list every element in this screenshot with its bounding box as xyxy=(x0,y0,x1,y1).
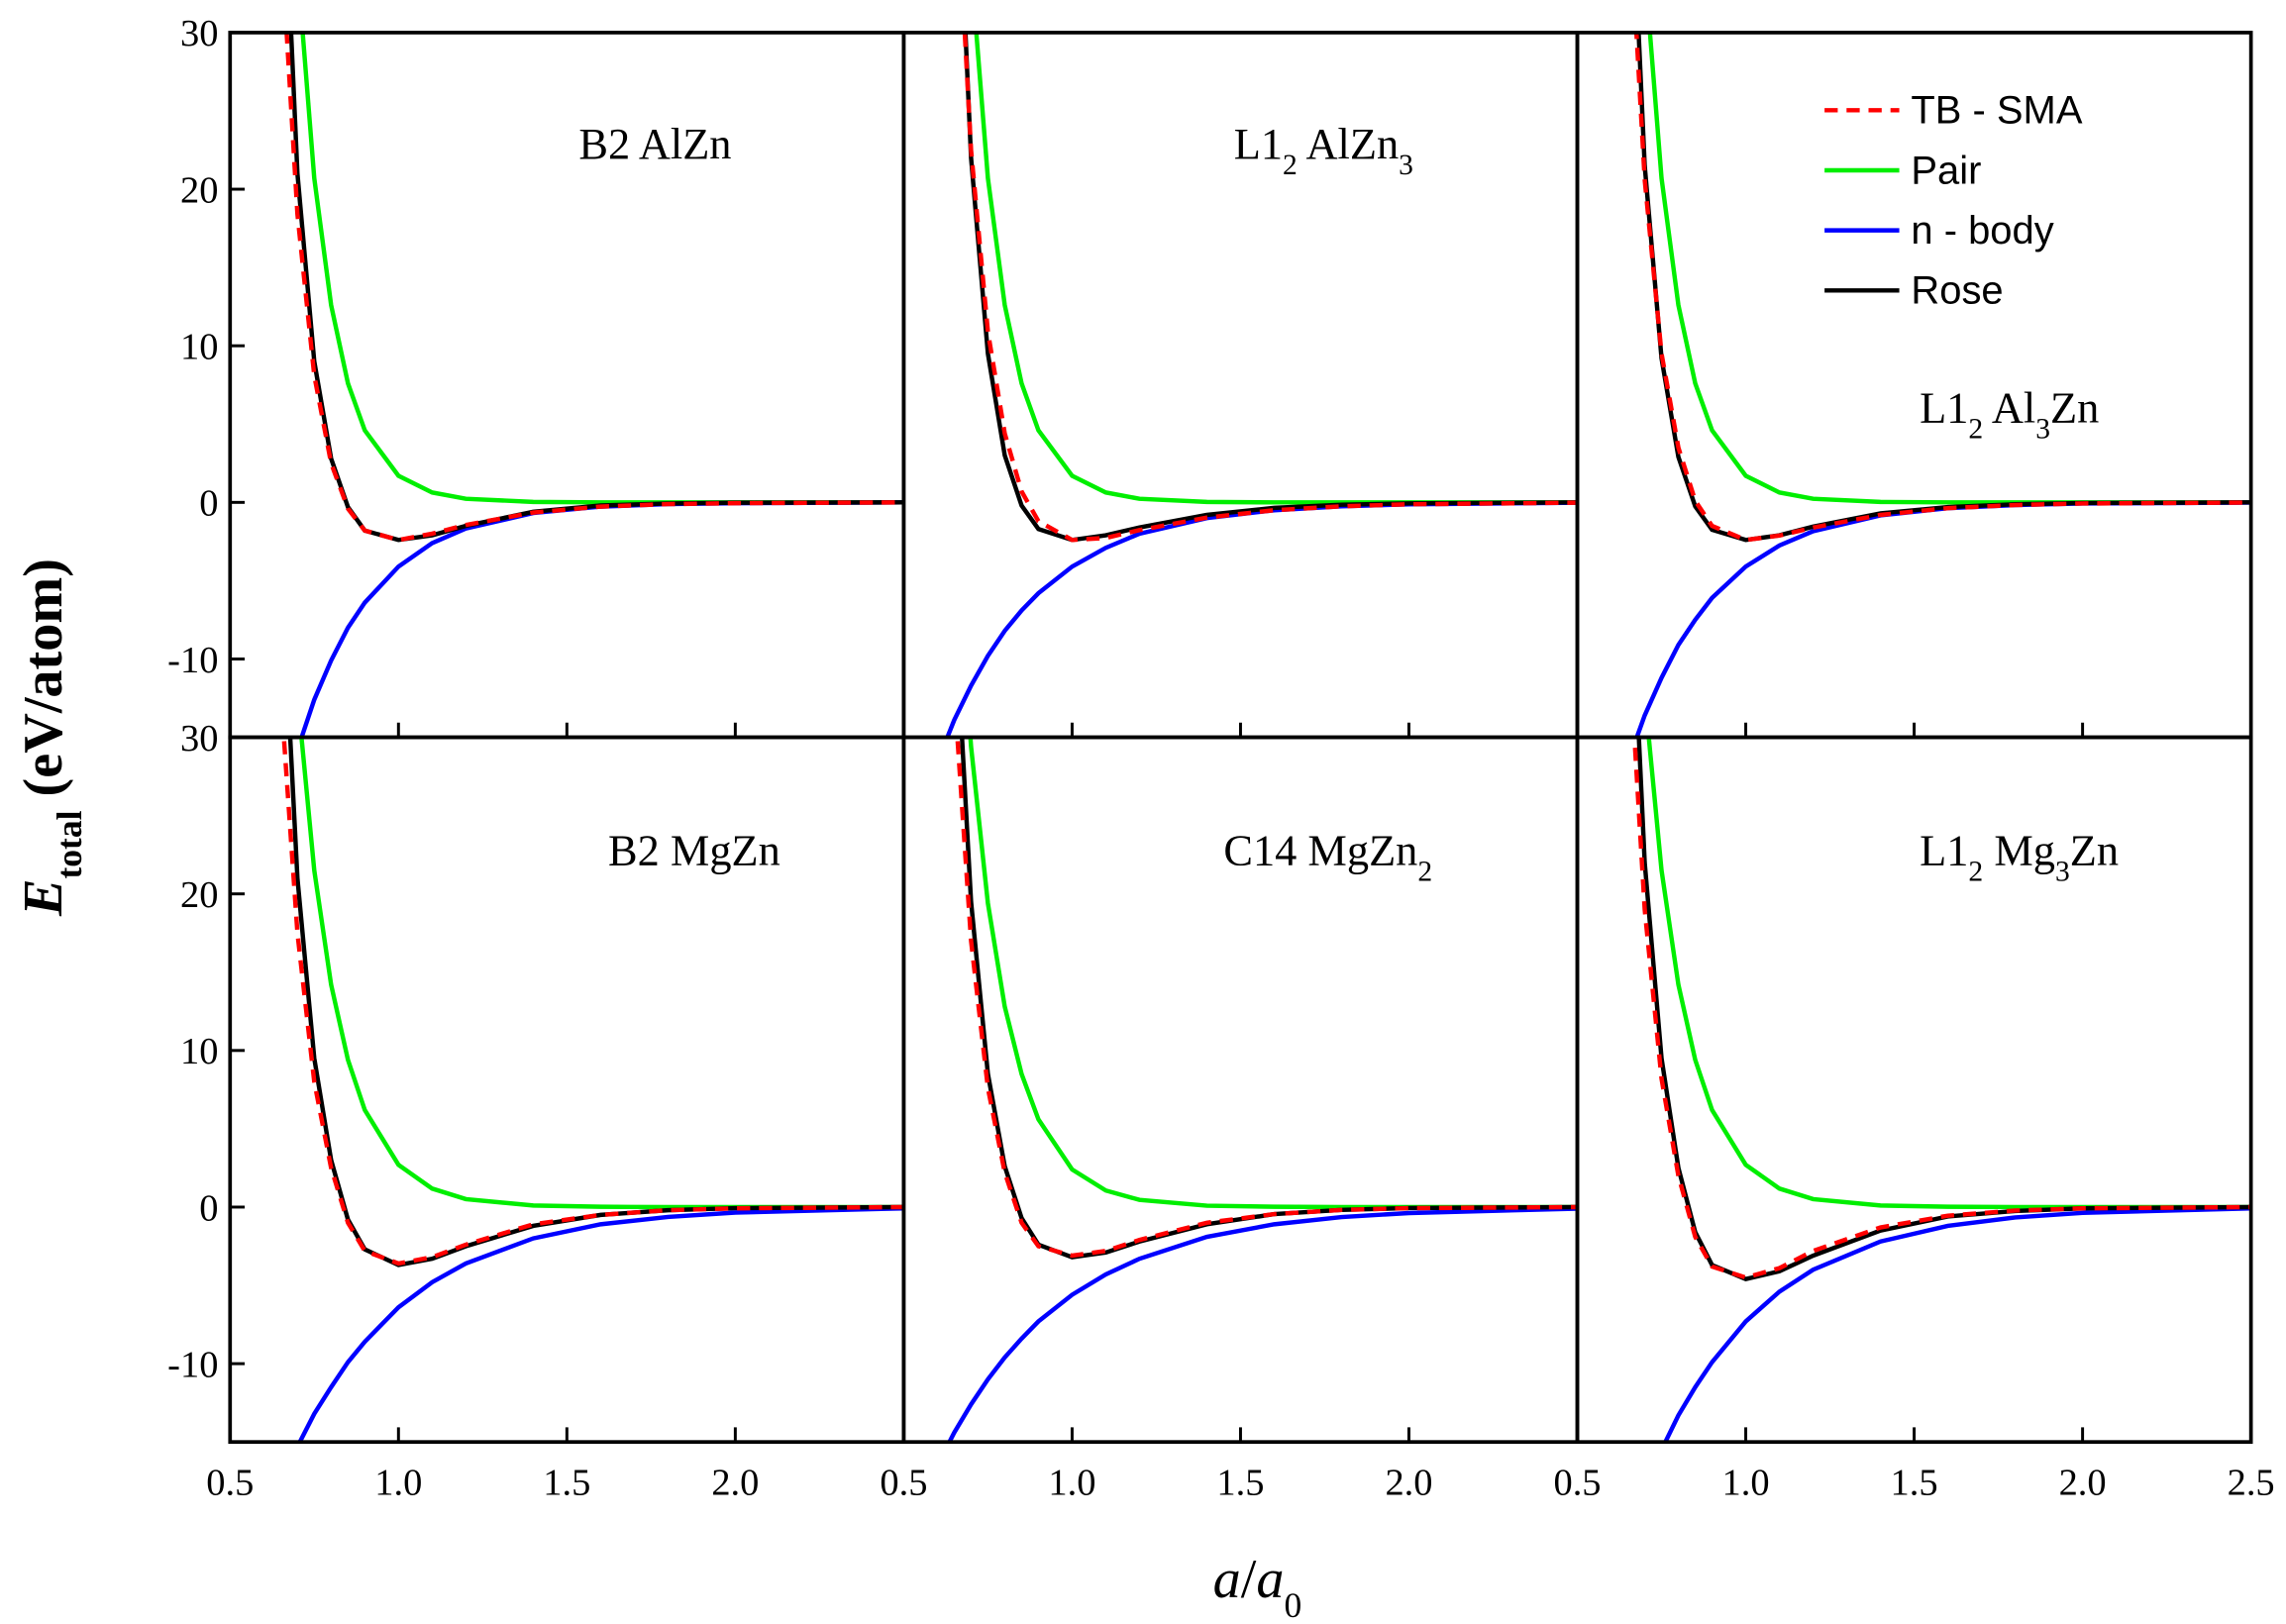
x-tick-label: 1.0 xyxy=(1722,1462,1770,1503)
y-tick-label: -10 xyxy=(167,1344,218,1385)
series-line xyxy=(1634,500,2251,738)
series-line xyxy=(288,32,904,543)
panel-title: C14 MgZn2 xyxy=(1223,825,1432,887)
panel-frame xyxy=(228,735,906,1445)
x-tick-label: 2.0 xyxy=(1385,1462,1432,1503)
text-segment: total xyxy=(50,810,89,878)
series-line xyxy=(955,737,1578,1259)
legend-label: n - body xyxy=(1911,209,2053,253)
x-tick-label: 1.0 xyxy=(1048,1462,1095,1503)
series-line xyxy=(299,737,904,1210)
x-tick-label: 1.0 xyxy=(374,1462,422,1503)
text-segment: 2 xyxy=(1417,856,1432,887)
text-segment: a xyxy=(1213,1549,1241,1610)
y-tick-label: 20 xyxy=(180,874,218,916)
y-tick-label: 20 xyxy=(180,169,218,211)
panel-title: B2 MgZn xyxy=(608,825,780,874)
y-tick-label: -10 xyxy=(167,640,218,681)
text-segment: C14 MgZn xyxy=(1223,825,1417,874)
x-tick-label: 2.0 xyxy=(2059,1462,2107,1503)
y-tick-label: 0 xyxy=(199,483,218,525)
y-tick-label: 30 xyxy=(180,13,218,54)
series-line xyxy=(284,32,904,543)
series-line xyxy=(297,1206,904,1443)
text-segment: 3 xyxy=(2055,856,2070,887)
series-line xyxy=(1631,737,2251,1280)
panel: L12 Al3Zn TB - SMA Pair n - body Rose xyxy=(1575,31,2253,740)
text-segment: 2 xyxy=(1283,150,1298,181)
text-segment: a xyxy=(1256,1549,1284,1610)
x-tick-label: 1.5 xyxy=(1891,1462,1938,1503)
x-tick-label: 0.5 xyxy=(880,1462,927,1503)
text-segment: B2 AlZn xyxy=(578,119,731,168)
x-tick-label: 1.5 xyxy=(1216,1462,1264,1503)
series-line xyxy=(945,500,1578,738)
y-tick-label: 10 xyxy=(180,327,218,368)
text-segment: 3 xyxy=(2035,413,2050,445)
series-line xyxy=(287,737,904,1268)
text-segment: 2 xyxy=(1968,413,1983,445)
x-axis-title: a/a0 xyxy=(1213,1549,1302,1624)
panel-title: L12 Al3Zn xyxy=(1920,382,2099,445)
text-segment: Zn xyxy=(2070,825,2119,874)
text-segment: (eV/atom) xyxy=(13,558,74,810)
panel: 0.5 1.0 1.5 2.0 C14 MgZn2 xyxy=(880,735,1580,1503)
text-segment: B2 MgZn xyxy=(608,825,780,874)
text-segment: L1 xyxy=(1920,825,1968,874)
series-line xyxy=(300,32,904,505)
series-line xyxy=(281,737,904,1267)
series-line xyxy=(1646,737,2251,1210)
panel-frame xyxy=(1575,735,2253,1445)
legend-label: Pair xyxy=(1911,149,1981,192)
x-tick-label: 0.5 xyxy=(1553,1462,1601,1503)
panel-title: B2 AlZn xyxy=(578,119,731,168)
series-line xyxy=(960,737,1578,1260)
series-line xyxy=(968,737,1578,1210)
text-segment: E xyxy=(13,879,74,918)
panel-frame xyxy=(1575,31,2253,740)
series-line xyxy=(962,32,1578,543)
text-segment: 0 xyxy=(1284,1585,1301,1624)
text-segment: / xyxy=(1241,1549,1257,1610)
text-segment: Zn xyxy=(2050,382,2099,432)
panel: L12 AlZn3 xyxy=(901,31,1580,740)
text-segment: 3 xyxy=(1399,150,1413,181)
text-segment: Al xyxy=(1983,382,2035,432)
panel-title: L12 Mg3Zn xyxy=(1920,825,2119,887)
x-tick-label: 2.0 xyxy=(711,1462,759,1503)
text-segment: Mg xyxy=(1983,825,2055,874)
legend-label: Rose xyxy=(1911,269,2003,313)
y-tick-label: 0 xyxy=(199,1187,218,1229)
series-line xyxy=(947,1206,1578,1443)
series-line xyxy=(1633,32,2251,543)
panel: -10 0 10 20 30 B2 AlZn xyxy=(167,13,906,740)
text-segment: 2 xyxy=(1968,856,1983,887)
text-segment: AlZn xyxy=(1298,119,1399,168)
x-tick-label: 2.5 xyxy=(2228,1462,2275,1503)
series-line xyxy=(1662,1206,2251,1443)
x-tick-label: 1.5 xyxy=(543,1462,590,1503)
series-line xyxy=(1647,32,2251,505)
x-tick-label: 0.5 xyxy=(206,1462,254,1503)
y-axis-title: Etotal (eV/atom) xyxy=(13,558,89,917)
y-tick-label: 30 xyxy=(180,718,218,760)
series-line xyxy=(974,32,1578,505)
legend-label: TB - SMA xyxy=(1911,89,2082,133)
panel: -10 0 10 20 30 0.5 1.0 1.5 2.0 B2 MgZn xyxy=(167,718,906,1503)
text-segment: L1 xyxy=(1920,382,1968,432)
series-line xyxy=(299,500,904,738)
panel-title: L12 AlZn3 xyxy=(1234,119,1413,181)
panel: 0.5 1.0 1.5 2.0 2.5 L12 Mg3Zn xyxy=(1553,735,2275,1503)
panel-frame xyxy=(228,31,906,740)
series-line xyxy=(963,32,1578,543)
y-tick-label: 10 xyxy=(180,1031,218,1072)
text-segment: L1 xyxy=(1234,119,1283,168)
